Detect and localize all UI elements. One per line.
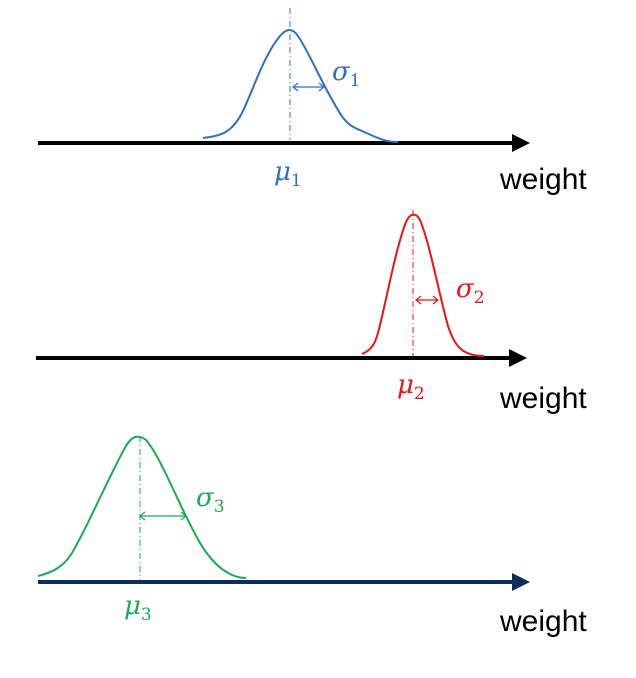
panel-3: σ3 μ3 weight (37, 435, 587, 638)
axis-label-2: weight (499, 382, 587, 415)
gaussian-curve-1 (202, 29, 399, 143)
mu-label-2: μ2 (397, 370, 425, 404)
axis-2-arrowhead (509, 349, 527, 367)
axis-1-arrowhead (512, 134, 530, 152)
axis-label-1: weight (499, 163, 587, 196)
gaussian-curve-3 (37, 435, 247, 579)
sigma-label-3: σ3 (196, 483, 225, 517)
mu-label-3: μ3 (124, 591, 152, 625)
sigma-label-1: σ1 (332, 57, 361, 91)
panel-1: σ1 μ1 weight (38, 8, 587, 196)
mu-label-1: μ1 (274, 157, 302, 191)
sigma-label-2: σ2 (456, 274, 485, 308)
panel-2: σ2 μ2 weight (36, 210, 587, 415)
axis-label-3: weight (499, 605, 587, 638)
gaussian-curve-2 (361, 213, 485, 357)
axis-3-arrowhead (512, 573, 530, 591)
